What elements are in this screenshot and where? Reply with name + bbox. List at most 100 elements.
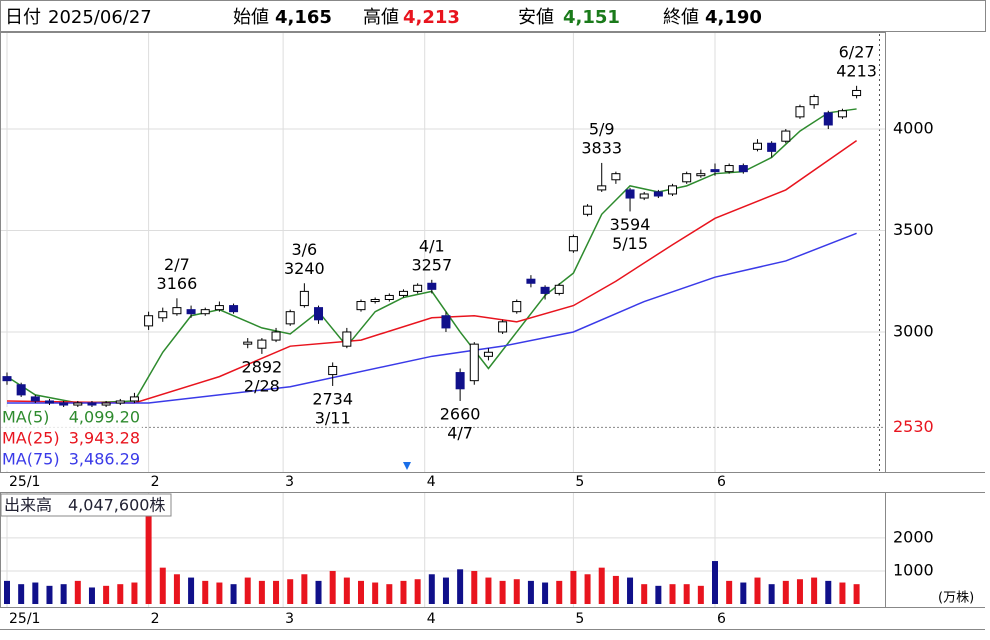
- annotation-date: 6/27: [839, 42, 875, 61]
- candle-body: [682, 173, 692, 183]
- volume-bar: [612, 575, 619, 604]
- volume-bar: [556, 580, 563, 604]
- volume-bar: [839, 582, 846, 604]
- volume-bar: [315, 580, 322, 604]
- header-value: 4,165: [275, 7, 332, 28]
- volume-bar: [627, 577, 634, 604]
- x-tick-label: 6: [717, 474, 726, 490]
- volume-bar: [301, 574, 308, 604]
- candle-body: [653, 191, 663, 197]
- candle-body: [809, 96, 819, 106]
- candle-body: [738, 165, 748, 173]
- candle-body: [342, 331, 352, 347]
- annotation-price: 2660: [440, 404, 481, 423]
- candle-body: [257, 339, 267, 349]
- volume-bar: [32, 582, 39, 604]
- volume-bar: [697, 585, 704, 604]
- volume-bar: [159, 567, 166, 604]
- y-tick-label: 2000: [893, 527, 934, 546]
- header-label: 高値: [363, 7, 399, 28]
- candle-body: [852, 89, 862, 97]
- candle-body: [87, 402, 97, 406]
- annotation-date: 3/11: [315, 408, 351, 427]
- volume-bar: [768, 584, 775, 604]
- candle-body: [540, 286, 550, 294]
- annotation-date: 5/9: [589, 119, 615, 138]
- volume-bar: [726, 580, 733, 604]
- x-tick-label: 5: [575, 474, 584, 490]
- volume-bar: [655, 585, 662, 604]
- volume-bar: [796, 579, 803, 604]
- x-tick-label: 2: [151, 474, 160, 490]
- x-tick-label: 3: [285, 474, 294, 490]
- date-label: 日付: [5, 7, 41, 28]
- moving-average: [6, 139, 858, 404]
- volume-bar: [570, 570, 577, 604]
- volume-bar: [457, 569, 464, 604]
- legend-value: 4,099.20: [69, 408, 140, 427]
- header: 日付 2025/06/27: [5, 7, 152, 28]
- candle-body: [554, 284, 564, 294]
- candle-body: [583, 205, 593, 215]
- candle-body: [696, 173, 706, 177]
- legend-value: 3,486.29: [69, 450, 140, 469]
- candle-body: [101, 402, 111, 406]
- candle-body: [299, 290, 309, 307]
- volume-bar: [485, 577, 492, 604]
- volume-bar: [542, 582, 549, 604]
- annotation-price: 3166: [157, 274, 198, 293]
- volume-bar: [329, 570, 336, 604]
- volume-label: 出来高 4,047,600株: [4, 496, 165, 515]
- annotation-date: 2/28: [244, 376, 280, 395]
- candle-body: [384, 294, 394, 301]
- volume-bar: [683, 584, 690, 604]
- candle-body: [837, 110, 847, 118]
- legend-box: [1, 407, 142, 471]
- annotation-price: 4213: [836, 61, 877, 80]
- x-tick-label: 25/1: [9, 474, 40, 490]
- volume-bar: [811, 577, 818, 604]
- candle-body: [2, 376, 12, 382]
- candle-body: [724, 165, 734, 173]
- legend-name: MA(5): [2, 408, 49, 427]
- candle-body: [144, 315, 154, 327]
- header-value: 4,151: [563, 7, 620, 28]
- y-tick-label: 3000: [893, 321, 934, 340]
- candle-body: [597, 185, 607, 191]
- volume-bar: [358, 580, 364, 604]
- volume-unit: (万株): [938, 591, 974, 606]
- volume-bar: [117, 584, 124, 604]
- candle-body: [73, 402, 83, 406]
- volume-bar: [499, 580, 506, 604]
- candle-body: [512, 301, 522, 313]
- annotation-date: 4/7: [447, 423, 473, 442]
- x-tick-label: 3: [285, 611, 294, 627]
- volume-bar: [527, 580, 534, 604]
- candle-body: [158, 311, 168, 319]
- marker: [403, 462, 411, 470]
- volume-bar: [712, 561, 718, 604]
- volume-bar: [513, 579, 520, 604]
- volume-bar: [173, 574, 180, 604]
- x-tick-label: 2: [151, 611, 160, 627]
- candle-body: [752, 142, 762, 150]
- candle-body: [625, 189, 635, 199]
- annotation-date: 3/6: [291, 240, 317, 259]
- header-label: 安値: [518, 7, 554, 28]
- volume-bar: [273, 580, 280, 604]
- candle-body: [129, 396, 139, 402]
- moving-average: [7, 232, 857, 404]
- header-value: 4,213: [403, 7, 460, 28]
- candle-body: [568, 236, 578, 252]
- volume-bar: [244, 577, 251, 604]
- candle-body: [427, 282, 437, 290]
- candle-body: [781, 130, 791, 142]
- candle-body: [115, 400, 125, 404]
- candle-body: [370, 299, 380, 303]
- annotation-date: 2/7: [164, 255, 190, 274]
- volume-bar: [754, 577, 761, 604]
- candle-body: [200, 309, 210, 315]
- moving-average: [6, 108, 857, 404]
- legend-name: MA(75): [2, 450, 60, 469]
- date: 2025/06/27: [48, 7, 152, 28]
